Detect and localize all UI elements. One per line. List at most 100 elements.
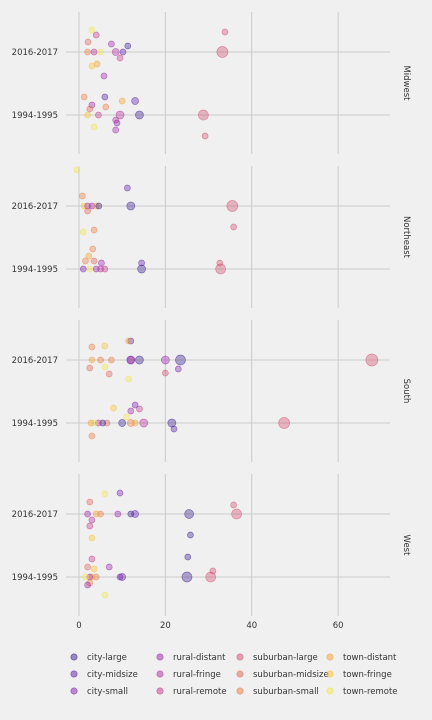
- data-point-town-distant: [118, 97, 126, 105]
- data-point-town-distant: [88, 573, 96, 581]
- data-point-town-distant: [88, 356, 96, 364]
- legend-swatch-city-large: [70, 653, 78, 661]
- data-point-city-midsize: [131, 97, 139, 105]
- y-tick-label: 2016-2017: [12, 356, 58, 366]
- data-point-town-remote: [90, 123, 98, 131]
- data-point-rural-fringe: [115, 110, 125, 120]
- data-point-city-midsize: [119, 48, 127, 56]
- data-point-rural-remote: [95, 111, 102, 119]
- data-point-town-fringe: [101, 342, 109, 350]
- legend-label-town-fringe: town-fringe: [343, 670, 392, 680]
- data-point-town-distant: [125, 337, 132, 345]
- data-point-suburban-midsize: [86, 105, 94, 113]
- data-point-city-midsize: [170, 425, 178, 433]
- data-point-town-remote: [97, 48, 104, 56]
- data-point-town-fringe: [80, 202, 88, 210]
- data-point-town-remote: [82, 573, 89, 581]
- y-tick-label: 1994-1995: [12, 265, 58, 275]
- data-point-suburban-large: [226, 200, 239, 212]
- y-tick-label: 1994-1995: [12, 419, 58, 429]
- y-tick-label: 2016-2017: [12, 202, 58, 212]
- facet-label: Midwest: [401, 65, 411, 101]
- data-point-rural-fringe: [88, 516, 96, 524]
- y-tick-label: 2016-2017: [12, 510, 58, 520]
- data-point-city-large: [181, 571, 193, 583]
- data-point-city-large: [126, 201, 136, 211]
- data-point-suburban-small: [82, 257, 89, 265]
- data-point-rural-distant: [98, 259, 105, 267]
- facet-label: South: [401, 379, 411, 404]
- data-point-city-midsize: [126, 355, 136, 365]
- data-point-rural-distant: [114, 510, 122, 518]
- data-point-suburban-large: [216, 46, 229, 58]
- data-point-rural-fringe: [112, 116, 120, 124]
- data-point-suburban-large: [198, 109, 209, 121]
- data-point-suburban-large: [221, 28, 229, 36]
- data-point-rural-distant: [84, 510, 91, 518]
- data-point-rural-distant: [127, 407, 135, 415]
- data-point-city-midsize: [127, 337, 135, 345]
- legend-label-city-small: city-small: [87, 687, 128, 697]
- data-point-town-fringe: [90, 565, 98, 573]
- data-point-rural-remote: [88, 555, 96, 563]
- legend-swatch-city-small: [70, 687, 78, 695]
- legend-label-town-distant: town-distant: [343, 653, 397, 663]
- data-point-town-remote: [101, 490, 109, 498]
- data-point-city-large: [184, 509, 194, 519]
- data-point-city-midsize: [123, 184, 131, 192]
- data-point-city-small: [131, 401, 139, 409]
- data-point-town-distant: [92, 202, 100, 210]
- data-point-suburban-large: [201, 132, 209, 140]
- legend-swatch-rural-distant: [156, 653, 164, 661]
- data-point-rural-remote: [92, 31, 100, 39]
- data-point-suburban-small: [88, 432, 96, 440]
- data-point-town-fringe: [110, 404, 117, 412]
- data-point-suburban-midsize: [90, 257, 98, 265]
- x-tick-label: 60: [333, 621, 344, 631]
- legend-swatch-suburban-small: [236, 687, 244, 695]
- data-point-town-remote: [125, 375, 132, 383]
- data-point-suburban-midsize: [105, 370, 113, 378]
- data-point-town-remote: [101, 363, 109, 371]
- data-point-suburban-large: [162, 369, 169, 377]
- data-point-city-large: [118, 419, 127, 427]
- legend-label-town-remote: town-remote: [343, 687, 398, 697]
- data-point-city-small: [116, 573, 124, 581]
- legend-label-rural-fringe: rural-fringe: [173, 670, 221, 680]
- data-point-rural-remote: [116, 54, 124, 62]
- data-point-city-large: [137, 264, 146, 274]
- data-point-town-remote: [86, 265, 94, 273]
- legend-swatch-town-remote: [326, 687, 334, 695]
- x-tick-label: 0: [76, 621, 81, 631]
- data-point-city-large: [127, 510, 135, 518]
- data-point-city-large: [135, 355, 144, 365]
- legend-label-suburban-midsize: suburban-midsize: [253, 670, 329, 680]
- data-point-suburban-midsize: [84, 207, 91, 215]
- data-point-town-distant: [93, 60, 101, 68]
- data-point-suburban-midsize: [84, 563, 91, 571]
- legend-label-city-large: city-large: [87, 653, 127, 663]
- data-point-town-distant: [92, 510, 100, 518]
- data-point-rural-distant: [161, 355, 170, 365]
- data-point-city-small: [79, 265, 87, 273]
- legend-swatch-city-midsize: [70, 670, 78, 678]
- data-point-suburban-small: [88, 343, 96, 351]
- data-point-city-midsize: [101, 93, 109, 101]
- legend-label-rural-remote: rural-remote: [173, 687, 227, 697]
- data-point-rural-fringe: [139, 418, 149, 428]
- data-point-city-large: [124, 42, 132, 50]
- legend-label-city-midsize: city-midsize: [87, 670, 138, 680]
- data-point-town-distant: [87, 419, 95, 427]
- data-point-rural-remote: [136, 405, 143, 413]
- data-point-city-small: [174, 365, 182, 373]
- data-point-city-midsize: [138, 259, 145, 267]
- data-point-suburban-midsize: [86, 498, 94, 506]
- legend-swatch-suburban-large: [236, 653, 244, 661]
- data-point-city-large: [95, 202, 103, 210]
- y-tick-label: 2016-2017: [12, 48, 58, 58]
- data-point-suburban-large: [205, 571, 217, 583]
- facet-label: Northeast: [401, 216, 411, 259]
- legend-swatch-town-distant: [326, 653, 334, 661]
- data-point-suburban-small: [79, 192, 86, 200]
- data-point-town-distant: [85, 252, 93, 260]
